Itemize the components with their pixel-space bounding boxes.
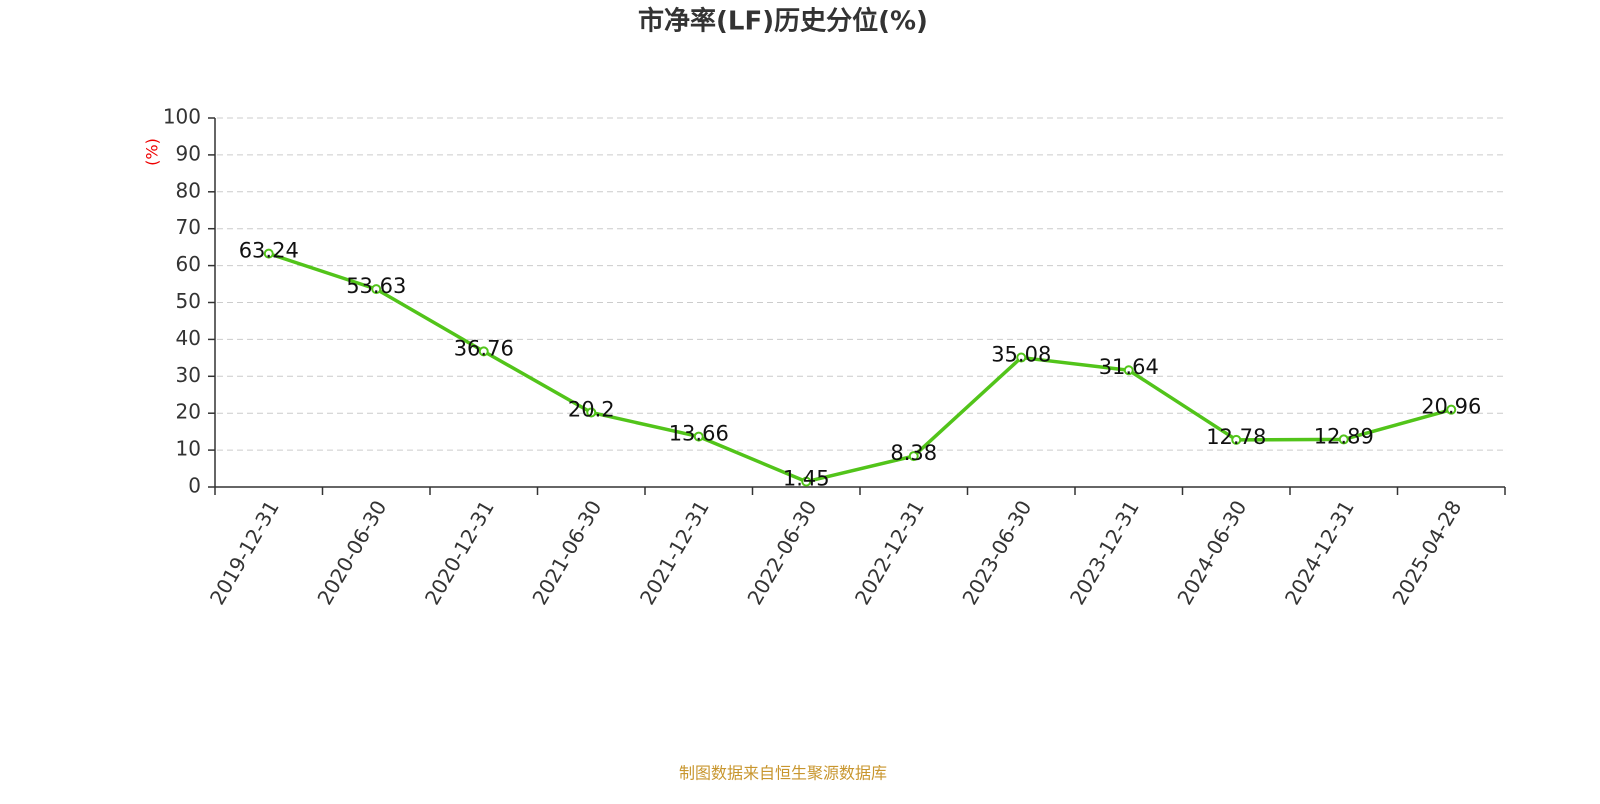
point <box>801 476 812 487</box>
data-label: 20.96 <box>1421 395 1481 419</box>
y-tick-label: 0 <box>188 474 201 498</box>
data-label: 12.78 <box>1206 425 1266 449</box>
point <box>1338 434 1349 445</box>
footer: 制图数据来自恒生聚源数据库 <box>679 764 887 783</box>
x-tick-label: 2020-12-31 <box>420 496 499 609</box>
y-tick-label: 50 <box>176 289 201 313</box>
x-tick-label: 2021-12-31 <box>635 496 714 609</box>
point <box>1446 404 1457 415</box>
point <box>1123 365 1134 376</box>
point <box>586 407 597 418</box>
data-label: 35.08 <box>991 343 1051 367</box>
y-tick-label: 60 <box>176 252 201 276</box>
point <box>1231 434 1242 445</box>
data-label: 20.2 <box>568 397 615 421</box>
data-label: 31.64 <box>1099 355 1159 379</box>
y-tick-label: 100 <box>163 105 201 129</box>
data-label: 36.76 <box>454 336 514 360</box>
x-tick-label: 2023-12-31 <box>1065 496 1144 609</box>
x-tick-label: 2023-06-30 <box>957 496 1036 609</box>
x-tick-label: 2024-12-31 <box>1280 496 1359 609</box>
y-tick-label: 20 <box>176 400 201 424</box>
y-tick-label: 40 <box>176 326 201 350</box>
y-axis-label: (%) <box>143 138 162 166</box>
x-tick-label: 2019-12-31 <box>205 496 284 609</box>
line <box>268 251 1452 484</box>
data-label: 13.66 <box>669 422 729 446</box>
point <box>693 431 704 442</box>
y-tick-label: 90 <box>176 141 201 165</box>
y-tick-label: 30 <box>176 363 201 387</box>
x-tick-label: 2024-06-30 <box>1172 496 1251 609</box>
point <box>1016 352 1027 363</box>
x-tick-label: 2025-04-28 <box>1387 496 1466 609</box>
x-tick-label: 2021-06-30 <box>527 496 606 609</box>
data-label: 12.89 <box>1314 424 1374 448</box>
x-tick-label: 2020-06-30 <box>312 496 391 609</box>
point <box>371 284 382 295</box>
point <box>478 346 489 357</box>
data-label: 8.38 <box>890 441 937 465</box>
point <box>263 248 274 259</box>
y-tick-label: 10 <box>176 437 201 461</box>
data-label: 63.24 <box>239 239 299 263</box>
point <box>908 451 919 462</box>
data-label: 53.63 <box>346 274 406 298</box>
x-tick-label: 2022-12-31 <box>850 496 929 609</box>
y-tick-label: 80 <box>176 178 201 202</box>
x-tick-label: 2022-06-30 <box>742 496 821 609</box>
y-tick-label: 70 <box>176 215 201 239</box>
chart-title: 市净率(LF)历史分位(%) <box>638 6 928 37</box>
data-label: 1.45 <box>783 467 830 491</box>
